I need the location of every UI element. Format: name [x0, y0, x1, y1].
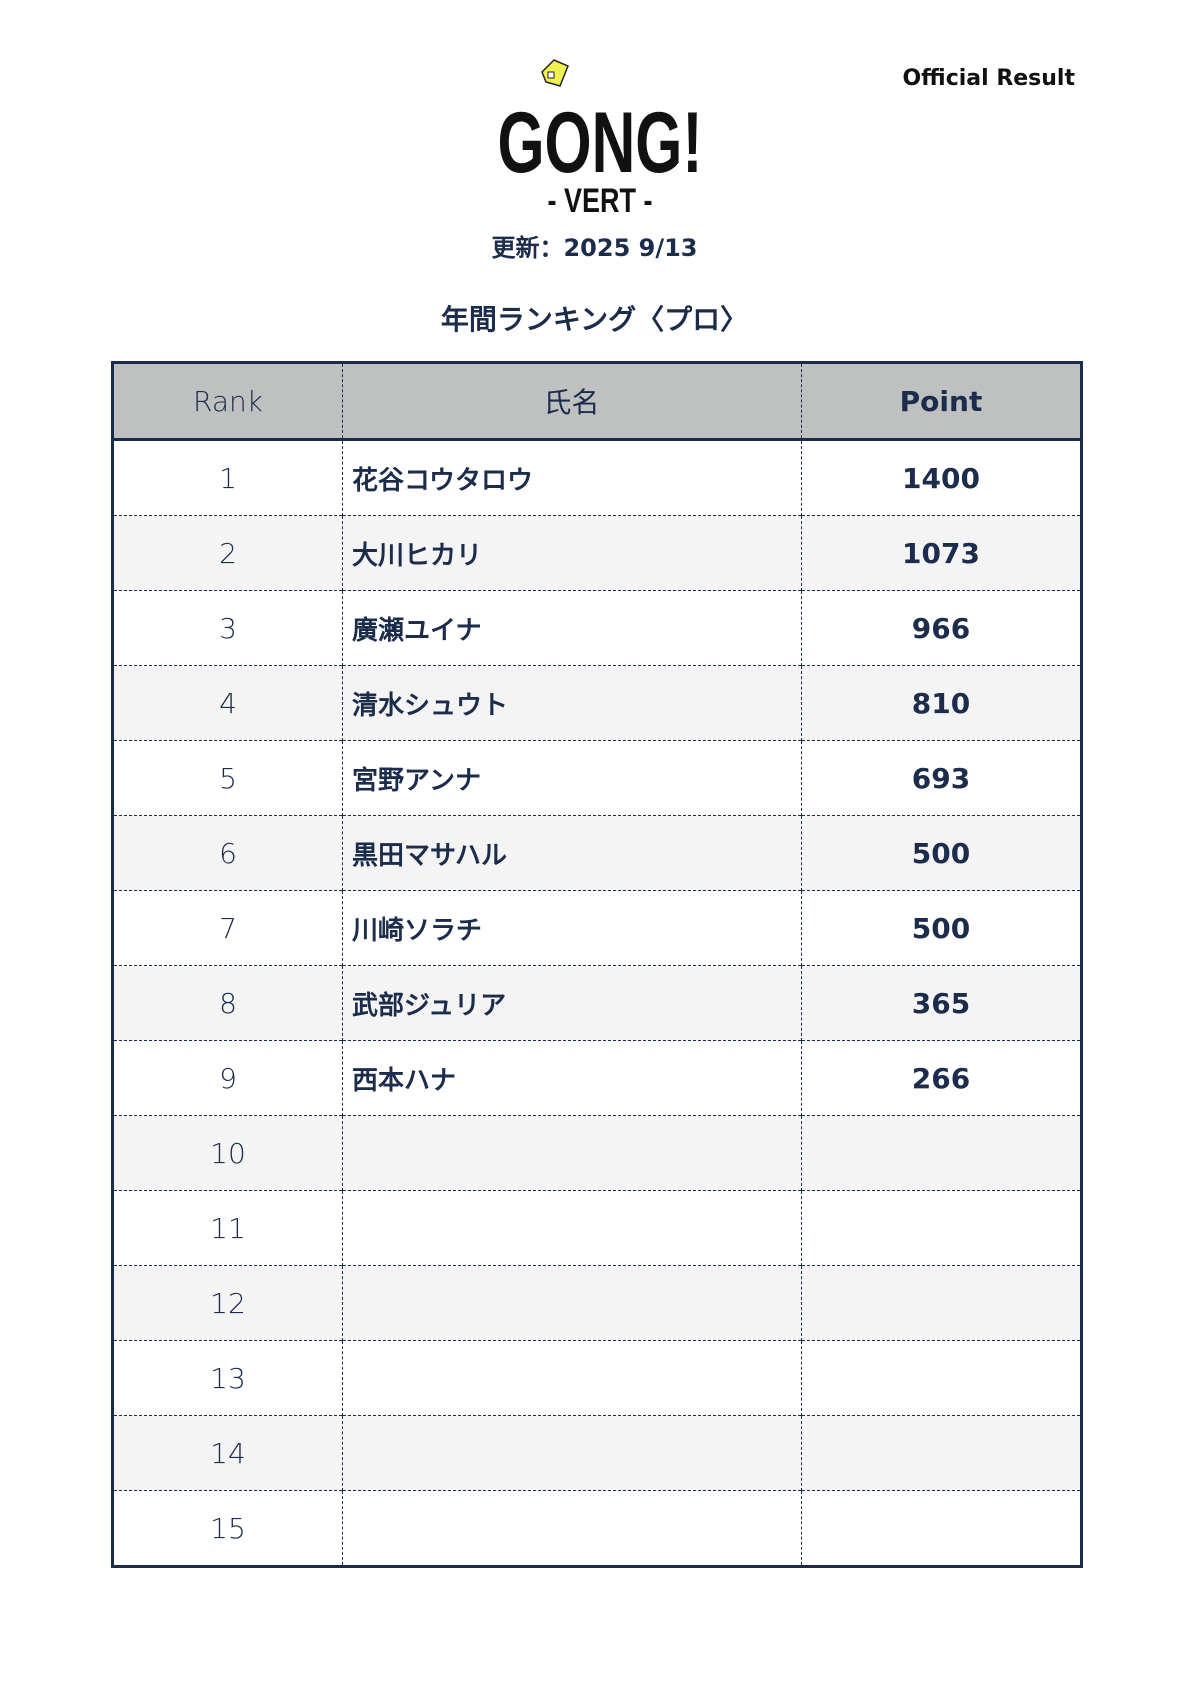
table-row: 7 川崎ソラチ 500 [112, 890, 1082, 966]
name-cell [342, 1415, 802, 1491]
table-row: 13 [112, 1340, 1082, 1416]
point-cell [801, 1115, 1082, 1191]
column-header-name: 氏名 [342, 362, 802, 441]
column-header-rank: Rank [112, 362, 343, 441]
rank-cell: 9 [112, 1040, 343, 1116]
official-result-label: Official Result [902, 66, 1075, 91]
rank-cell: 14 [112, 1415, 343, 1491]
name-cell: 西本ハナ [342, 1040, 802, 1116]
name-cell: 宮野アンナ [342, 740, 802, 816]
name-cell: 清水シュウト [342, 665, 802, 741]
point-cell: 1073 [801, 515, 1082, 591]
table-row: 15 [112, 1490, 1082, 1567]
table-row: 5 宮野アンナ 693 [112, 740, 1082, 816]
rank-cell: 1 [219, 461, 237, 495]
table-row: 1 花谷コウタロウ 1400 [113, 439, 1082, 516]
rank-cell: 6 [112, 815, 343, 891]
name-cell: 武部ジュリア [342, 965, 802, 1041]
house-icon [541, 59, 569, 87]
point-cell: 693 [801, 740, 1082, 816]
point-cell: 365 [801, 965, 1082, 1041]
rank-cell: 5 [112, 740, 343, 816]
updated-date: 更新：2025 9/13 [491, 234, 698, 262]
page-title: 年間ランキング〈プロ〉 [440, 303, 749, 336]
table-row: 2 大川ヒカリ 1073 [112, 515, 1082, 591]
table-row: 6 黒田マサハル 500 [112, 815, 1082, 891]
rank-cell: 8 [112, 965, 343, 1041]
table-row: 14 [112, 1415, 1082, 1491]
table-row: 4 清水シュウト 810 [112, 665, 1082, 741]
point-cell [801, 1340, 1082, 1416]
rank-cell: 3 [112, 590, 343, 666]
name-cell [342, 1490, 802, 1567]
name-cell: 花谷コウタロウ [342, 439, 802, 516]
rank-cell: 11 [112, 1190, 343, 1266]
point-cell: 966 [801, 590, 1082, 666]
point-cell: 810 [801, 665, 1082, 741]
svg-text:- VERT -: - VERT - [548, 182, 653, 220]
table-row: 10 [112, 1115, 1082, 1191]
column-header-point: Point [801, 362, 1082, 441]
name-cell [342, 1190, 802, 1266]
point-cell: 500 [801, 890, 1082, 966]
table-header-row: Rank 氏名 Point [112, 362, 1082, 441]
rank-cell: 7 [112, 890, 343, 966]
point-cell [801, 1490, 1082, 1567]
rank-cell: 2 [112, 515, 343, 591]
point-cell [801, 1190, 1082, 1266]
point-cell: 1400 [801, 439, 1082, 516]
name-cell: 大川ヒカリ [342, 515, 802, 591]
point-cell [801, 1415, 1082, 1491]
table-row: 12 [112, 1265, 1082, 1341]
name-cell [342, 1265, 802, 1341]
name-cell: 廣瀬ユイナ [342, 590, 802, 666]
point-cell: 500 [801, 815, 1082, 891]
rank-cell: 13 [112, 1340, 343, 1416]
ranking-table: Rank 氏名 Point 1 花谷コウタロウ 1400 2 大川ヒカリ 1073 3 廣瀬ユ… [111, 361, 1083, 1568]
name-cell: 黒田マサハル [342, 815, 802, 891]
table-row: 11 [112, 1190, 1082, 1266]
point-cell [801, 1265, 1082, 1341]
table-row: 3 廣瀬ユイナ 966 [112, 590, 1082, 666]
table-row: 9 西本ハナ 266 [112, 1040, 1082, 1116]
name-cell [342, 1340, 802, 1416]
table-row: 8 武部ジュリア 365 [112, 965, 1082, 1041]
rank-cell: 10 [112, 1115, 343, 1191]
svg-text:GONG!: GONG! [498, 95, 703, 191]
rank-cell: 15 [112, 1490, 343, 1567]
gong-vert-logo: GONG! - VERT - [498, 59, 703, 220]
point-cell: 266 [801, 1040, 1082, 1116]
name-cell [342, 1115, 802, 1191]
rank-cell: 4 [112, 665, 343, 741]
name-cell: 川崎ソラチ [342, 890, 802, 966]
rank-cell: 12 [112, 1265, 343, 1341]
